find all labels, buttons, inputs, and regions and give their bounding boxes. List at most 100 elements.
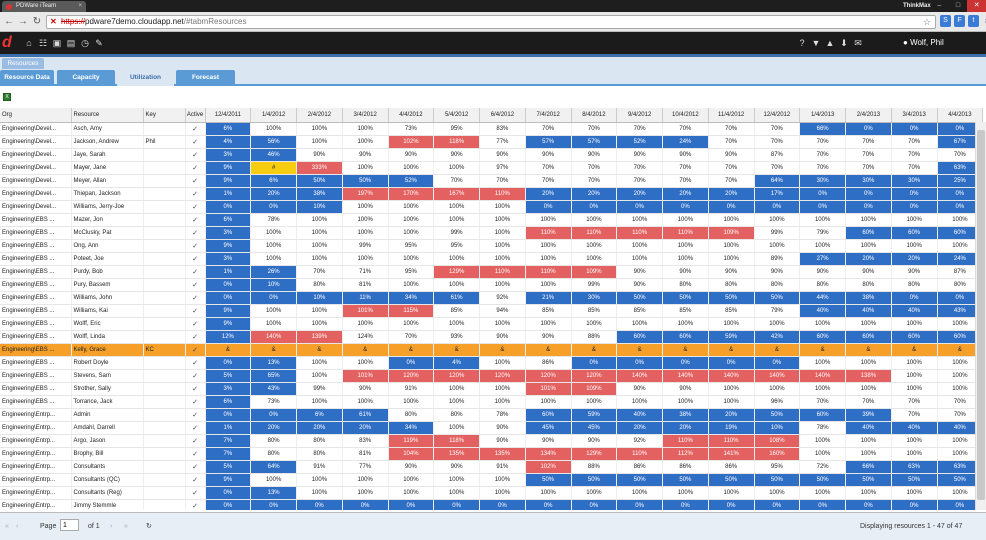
next-page-button[interactable]: › bbox=[110, 523, 113, 530]
tab-forecast[interactable]: Forecast bbox=[176, 70, 235, 86]
tab-capacity[interactable]: Capacity bbox=[57, 70, 115, 86]
grid-scrollbar[interactable] bbox=[975, 122, 986, 510]
table-row[interactable]: Engineering\Entrp... Jimmy Stemmle ✓ 0% 0% 0%… bbox=[0, 499, 984, 510]
download-icon[interactable]: ⬇ bbox=[840, 38, 848, 48]
column-header[interactable]: 2/4/2013 bbox=[845, 108, 892, 123]
column-header[interactable]: 2/4/2012 bbox=[296, 108, 343, 123]
export-excel-icon[interactable]: X bbox=[3, 93, 11, 101]
table-row[interactable]: Engineering\EBS ... Poteet, Joe ✓ 3% 100% 100… bbox=[0, 252, 984, 266]
table-row[interactable]: Engineering\EBS ... Torrance, Jack ✓ 6% 73% 1… bbox=[0, 395, 984, 409]
first-page-button[interactable]: « bbox=[5, 523, 9, 530]
mail-icon[interactable]: ✉ bbox=[854, 38, 862, 48]
tab-close-icon[interactable]: × bbox=[78, 3, 82, 9]
reload-icon[interactable]: ↻ bbox=[32, 16, 42, 27]
home-icon[interactable]: ⌂ bbox=[26, 38, 32, 48]
page-number-input[interactable] bbox=[60, 519, 79, 531]
column-header[interactable]: 7/4/2012 bbox=[525, 108, 572, 123]
table-row[interactable]: Engineering\Entrp... Brophy, Bill ✓ 7% 80% 80… bbox=[0, 447, 984, 461]
column-header[interactable]: 10/4/2012 bbox=[662, 108, 709, 123]
table-row[interactable]: Engineering\Entrp... Consultants (Reg) ✓ 0%… bbox=[0, 486, 984, 500]
refresh-icon[interactable]: ↻ bbox=[146, 523, 152, 530]
table-row[interactable]: Engineering\EBS ... Mazer, Jon ✓ 6% 78% 100% 1… bbox=[0, 213, 984, 227]
table-row[interactable]: Engineering\Devel... Jaye, Sarah ✓ 3% 46% 90%… bbox=[0, 148, 984, 162]
column-header[interactable]: 8/4/2012 bbox=[571, 108, 618, 123]
last-page-button[interactable]: » bbox=[124, 523, 128, 530]
table-row[interactable]: Engineering\Entrp... Amdahl, Darrell ✓ 1% 20… bbox=[0, 421, 984, 435]
table-row[interactable]: Engineering\Devel... Thiepan, Jackson ✓ 1% 2… bbox=[0, 187, 984, 201]
table-row[interactable]: Engineering\EBS ... Robert Doyle ✓ 0% 13% 100… bbox=[0, 356, 984, 370]
column-header[interactable]: 12/4/2012 bbox=[754, 108, 801, 123]
back-arrow-icon[interactable]: ← bbox=[4, 16, 14, 27]
user-menu[interactable]: ● Wolf, Phil bbox=[903, 32, 944, 54]
close-window-button[interactable]: ✕ bbox=[967, 0, 986, 12]
bookmark-star-icon[interactable]: ☆ bbox=[922, 17, 931, 27]
forward-arrow-icon[interactable]: → bbox=[18, 16, 28, 27]
table-row[interactable]: Engineering\EBS ... Kelly, Grace KC ✓ & & & & & &… bbox=[0, 343, 984, 357]
tab-utilization[interactable]: Utilization bbox=[117, 70, 174, 86]
browser-menu-icon[interactable]: ≡ bbox=[982, 15, 986, 27]
table-row[interactable]: Engineering\Devel... Asch, Amy ✓ 6% 100% 100%… bbox=[0, 122, 984, 136]
briefcase-icon[interactable]: ▣ bbox=[52, 38, 62, 48]
utilization-cell: 100% bbox=[433, 317, 480, 331]
table-row[interactable]: Engineering\Entrp... Admin ✓ 0% 0% 6% 61% 80% 80… bbox=[0, 408, 984, 422]
column-header[interactable]: 1/4/2013 bbox=[799, 108, 846, 123]
column-header[interactable]: Active bbox=[185, 108, 206, 123]
tab-resource-data[interactable]: Resource Data bbox=[0, 70, 54, 86]
users-icon[interactable]: ☷ bbox=[38, 38, 48, 48]
extension-icon-2[interactable]: F bbox=[954, 15, 965, 27]
utilization-cell: 70% bbox=[845, 148, 892, 162]
column-header[interactable]: 3/4/2012 bbox=[342, 108, 389, 123]
filter-icon[interactable]: ▼ bbox=[811, 38, 821, 48]
column-header[interactable]: 1/4/2012 bbox=[250, 108, 297, 123]
column-header[interactable]: 4/4/2013 bbox=[937, 108, 984, 123]
alert-icon[interactable]: ▲ bbox=[825, 38, 835, 48]
active-check-icon: ✓ bbox=[185, 395, 206, 409]
table-row[interactable]: Engineering\Entrp... Consultants ✓ 5% 64% 91%… bbox=[0, 460, 984, 474]
column-header[interactable]: Org bbox=[0, 108, 72, 123]
table-row[interactable]: Engineering\Entrp... Consultants (QC) ✓ 9% 1… bbox=[0, 473, 984, 487]
table-row[interactable]: Engineering\EBS ... Stevens, Sam ✓ 5% 65% 100… bbox=[0, 369, 984, 383]
table-row[interactable]: Engineering\EBS ... Williams, Kai ✓ 9% 100% 1… bbox=[0, 304, 984, 318]
inbox-icon[interactable]: ▤ bbox=[66, 38, 76, 48]
table-row[interactable]: Engineering\Devel... Mayer, Jane ✓ 9% #333% 1… bbox=[0, 161, 984, 175]
table-row[interactable]: Engineering\EBS ... Wolff, Linda ✓ 12% 140% 1… bbox=[0, 330, 984, 344]
clock-icon[interactable]: ◷ bbox=[81, 38, 89, 48]
table-row[interactable]: Engineering\EBS ... Pury, Bassem ✓ 0% 10% 80%… bbox=[0, 278, 984, 292]
extension-icon-3[interactable]: t bbox=[968, 15, 979, 27]
minimize-button[interactable]: – bbox=[937, 2, 942, 9]
table-row[interactable]: Engineering\Devel... Meyer, Allan ✓ 9% 6% 50%… bbox=[0, 174, 984, 188]
maximize-button[interactable]: □ bbox=[955, 2, 961, 9]
utilization-cell: 46% bbox=[250, 148, 297, 162]
utilization-cell: & bbox=[937, 343, 984, 357]
scroll-thumb[interactable] bbox=[977, 130, 985, 500]
column-header[interactable]: 9/4/2012 bbox=[616, 108, 663, 123]
column-header[interactable]: 4/4/2012 bbox=[388, 108, 435, 123]
table-row[interactable]: Engineering\EBS ... Ong, Ann ✓ 9% 100% 100% 99… bbox=[0, 239, 984, 253]
browser-tab[interactable]: PDWare iTeam × bbox=[2, 1, 86, 12]
table-row[interactable]: Engineering\Devel... Williams, Jerry-Joe ✓… bbox=[0, 200, 984, 214]
table-row[interactable]: Engineering\EBS ... Wolff, Eric ✓ 9% 100% 100… bbox=[0, 317, 984, 331]
help-icon[interactable]: ? bbox=[799, 38, 805, 48]
table-row[interactable]: Engineering\EBS ... Strother, Sally ✓ 3% 43%… bbox=[0, 382, 984, 396]
table-row[interactable]: Engineering\Entrp... Argo, Jason ✓ 7% 80% 80%… bbox=[0, 434, 984, 448]
tab-resources[interactable]: Resources bbox=[2, 58, 44, 69]
column-header[interactable]: Resource bbox=[71, 108, 144, 123]
prev-page-button[interactable]: ‹ bbox=[16, 523, 19, 530]
column-header[interactable]: Key bbox=[143, 108, 186, 123]
wrench-icon[interactable]: ✎ bbox=[95, 38, 103, 48]
org-cell: Engineering\Devel... bbox=[0, 187, 72, 201]
column-header[interactable]: 3/4/2013 bbox=[891, 108, 938, 123]
column-header[interactable]: 12/4/2011 bbox=[205, 108, 252, 123]
table-row[interactable]: Engineering\Devel... Jackson, Andrew Phil ✓… bbox=[0, 135, 984, 149]
column-header[interactable]: 6/4/2012 bbox=[479, 108, 526, 123]
extension-icon-1[interactable]: S bbox=[940, 15, 951, 27]
url-input[interactable]: ✕ https://pdware7demo.cloudapp.net/#tabm… bbox=[46, 15, 936, 29]
utilization-cell: 99% bbox=[754, 226, 801, 240]
table-row[interactable]: Engineering\EBS ... McClusky, Pat ✓ 3% 100% 1… bbox=[0, 226, 984, 240]
column-header[interactable]: 5/4/2012 bbox=[433, 108, 480, 123]
utilization-cell: 100% bbox=[479, 382, 526, 396]
column-header[interactable]: 11/4/2012 bbox=[708, 108, 755, 123]
table-row[interactable]: Engineering\EBS ... Williams, John ✓ 0% 0% 10… bbox=[0, 291, 984, 305]
utilization-cell: 63% bbox=[891, 460, 938, 474]
table-row[interactable]: Engineering\EBS ... Purdy, Bob ✓ 1% 26% 70% 71… bbox=[0, 265, 984, 279]
